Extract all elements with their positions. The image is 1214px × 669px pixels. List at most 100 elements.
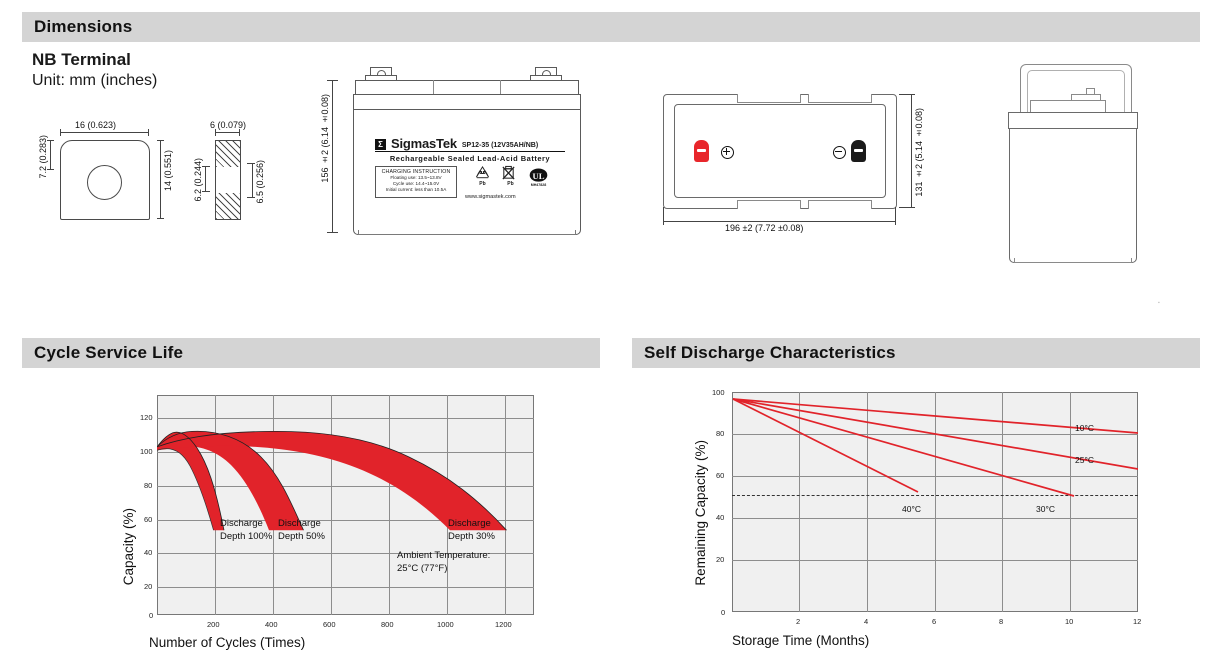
dim-line: [160, 140, 161, 219]
xtick-1000: 1000: [437, 620, 454, 629]
annotation-ambient: Ambient Temperature: 25°C (77°F): [397, 550, 490, 576]
annot-line: Ambient Temperature:: [397, 550, 491, 561]
ytick-40: 40: [144, 548, 153, 557]
xtick-200: 200: [207, 620, 220, 629]
case-notch: [737, 200, 801, 209]
line-30c: [732, 398, 1075, 497]
xtick-1200: 1200: [495, 620, 512, 629]
dim-tick: [47, 140, 54, 141]
xtick-800: 800: [381, 620, 394, 629]
dim-line: [60, 132, 149, 133]
self-x-axis-title: Storage Time (Months): [732, 633, 870, 648]
ytick-60: 60: [716, 471, 725, 480]
dim-tick: [47, 169, 54, 170]
dim-tick: [202, 166, 210, 167]
terminal-thickness-dim: 6 (0.079): [210, 120, 247, 130]
ytick-0: 0: [721, 608, 726, 617]
sigma-icon: Σ: [375, 139, 386, 150]
self-discharge-header: Self Discharge Characteristics: [632, 338, 1200, 368]
battery-side-case: [1009, 128, 1137, 263]
ytick-80: 80: [144, 481, 153, 490]
certification-row: Pb Pb UL MH47828: [473, 165, 548, 187]
dim-tick: [157, 140, 164, 141]
terminal-offset-dim: 7.2 (0.283): [38, 135, 48, 179]
crossed-bin-icon: [502, 165, 515, 180]
crossed-bin-cert: Pb: [501, 165, 520, 187]
cycle-header: Cycle Service Life: [22, 338, 600, 368]
label-40c: 40°C: [902, 504, 921, 514]
self-discharge-title: Self Discharge Characteristics: [644, 343, 896, 362]
xtick-10: 10: [1065, 617, 1074, 626]
xtick-600: 600: [323, 620, 336, 629]
ul-cert: UL MH47828: [529, 168, 548, 187]
svg-text:UL: UL: [533, 171, 545, 181]
recycle-icon: [475, 165, 490, 179]
battery-top-inner: [674, 104, 886, 198]
terminal-slot: [697, 149, 706, 152]
xtick-12: 12: [1133, 617, 1142, 626]
case-notch: [737, 94, 801, 103]
model-number: SP12-35 (12V35AH/NB): [461, 142, 539, 149]
dim-tick: [157, 218, 164, 219]
battery-collar: [353, 94, 581, 110]
dim-tick: [899, 94, 915, 95]
gridline-40: [157, 553, 534, 554]
annotation-dod30: Discharge Depth 30%: [448, 518, 495, 544]
gridline-600: [331, 395, 332, 615]
case-notch: [808, 94, 872, 103]
cycle-service-life-chart: 120 100 80 60 40 20 0 200 400 600 800 10…: [22, 380, 600, 665]
line-10c: [732, 398, 1138, 434]
positive-terminal: [694, 140, 709, 162]
battery-depth-dim: 131 ±2 (5.14 ±0.08): [914, 108, 924, 197]
xtick-6: 6: [932, 617, 937, 626]
charging-line: Initial current: less than 10.5A: [385, 187, 447, 193]
plus-sign-icon: [721, 146, 734, 159]
annot-line: Depth 30%: [448, 530, 496, 542]
minus-sign-icon: [833, 146, 846, 159]
dim-tick: [148, 129, 149, 136]
ytick-20: 20: [716, 555, 725, 564]
gridline-1200: [505, 395, 506, 615]
xtick-400: 400: [265, 620, 278, 629]
battery-width-dim: 196 ±2 (7.72 ±0.08): [725, 223, 804, 233]
annot-line: Depth 100%: [220, 530, 273, 542]
dod-100-lower-line: [157, 448, 214, 531]
gridline-8mo: [1002, 392, 1003, 612]
dod-100-band: [157, 432, 224, 531]
line-25c: [732, 398, 1138, 470]
self-y-axis-title: Remaining Capacity (%): [693, 440, 708, 586]
xtick-8: 8: [999, 617, 1004, 626]
gridline-60: [157, 520, 534, 521]
dimensions-section: Dimensions: [22, 12, 1200, 42]
xtick-2: 2: [796, 617, 801, 626]
ytick-0: 0: [149, 611, 154, 620]
gridline-6mo: [935, 392, 936, 612]
terminal-base-right: [530, 75, 562, 81]
gridline-20: [157, 587, 534, 588]
charging-line: Floating use: 13.5~13.8V: [390, 175, 442, 180]
dim-tick: [899, 207, 915, 208]
gridline-10mo: [1070, 392, 1071, 612]
annotation-dod100: Discharge Depth 100%: [220, 518, 272, 544]
battery-base: [358, 230, 576, 235]
brand-name: SigmasTek: [391, 136, 457, 151]
dimensions-title: Dimensions: [34, 17, 133, 36]
section-hatch: [216, 141, 240, 167]
battery-side-base: [1014, 258, 1132, 263]
nb-terminal-title: NB Terminal: [32, 50, 131, 69]
dim-tick: [247, 163, 255, 164]
ytick-80: 80: [716, 429, 725, 438]
cycle-curves: [157, 430, 507, 531]
dod-50-upper-line: [157, 430, 304, 531]
battery-side-lid: [1008, 112, 1138, 129]
page-artifact: ▪: [1158, 300, 1160, 306]
case-notch: [808, 200, 872, 209]
self-discharge-section: Self Discharge Characteristics: [632, 338, 1200, 368]
dim-line: [252, 163, 253, 198]
negative-terminal: [851, 140, 866, 162]
label-10c: 10°C: [1075, 423, 1094, 433]
xtick-4: 4: [864, 617, 869, 626]
lid-seam: [433, 80, 434, 94]
dim-line: [911, 94, 912, 208]
dod-50-band: [157, 431, 304, 531]
